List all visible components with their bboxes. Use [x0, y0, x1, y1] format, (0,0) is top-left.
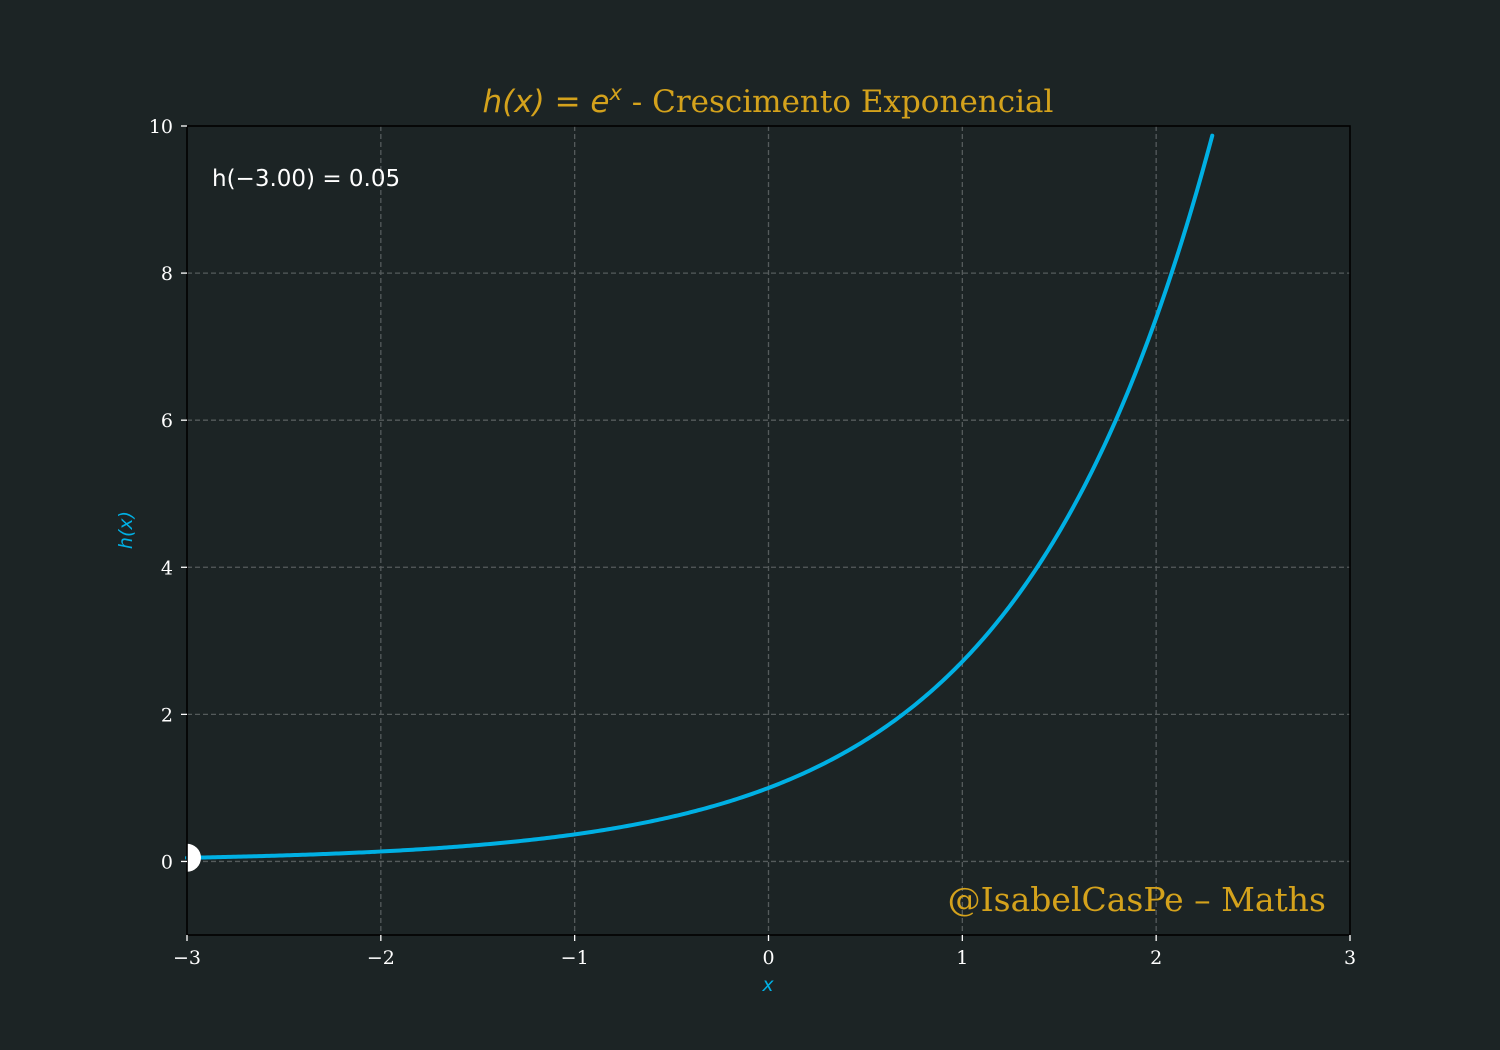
x-tick-label: −1 — [561, 947, 589, 969]
x-tick-label: −2 — [367, 947, 395, 969]
y-tick-label: 4 — [161, 557, 173, 579]
x-axis-label: x — [761, 974, 774, 996]
series-layer — [185, 133, 1215, 872]
x-tick-label: 3 — [1344, 947, 1356, 969]
value-annotation: h(−3.00) = 0.05 — [212, 166, 400, 192]
ticks: −3 −2 −1 0 1 2 3 0 2 4 6 8 10 — [149, 116, 1356, 969]
y-tick-label: 6 — [161, 410, 173, 432]
title-math: h(x) = e — [483, 84, 610, 120]
y-tick-label: 10 — [149, 116, 173, 138]
y-tick-label: 2 — [161, 704, 173, 726]
x-tick-label: −3 — [173, 947, 201, 969]
grid — [187, 126, 1350, 935]
x-tick-label: 0 — [762, 947, 774, 969]
y-tick-label: 0 — [161, 851, 173, 873]
current-point-marker — [187, 843, 201, 872]
exp-curve — [185, 133, 1215, 860]
y-axis-label: h(x) — [115, 511, 137, 549]
x-tick-label: 2 — [1150, 947, 1162, 969]
chart-title: h(x) = ex - Crescimento Exponencial — [483, 81, 1054, 120]
x-tick-label: 1 — [956, 947, 968, 969]
y-tick-label: 8 — [161, 263, 173, 285]
watermark: @IsabelCasPe – Maths — [948, 880, 1326, 919]
title-superscript: x — [608, 81, 622, 105]
title-text: - Crescimento Exponencial — [622, 84, 1054, 120]
